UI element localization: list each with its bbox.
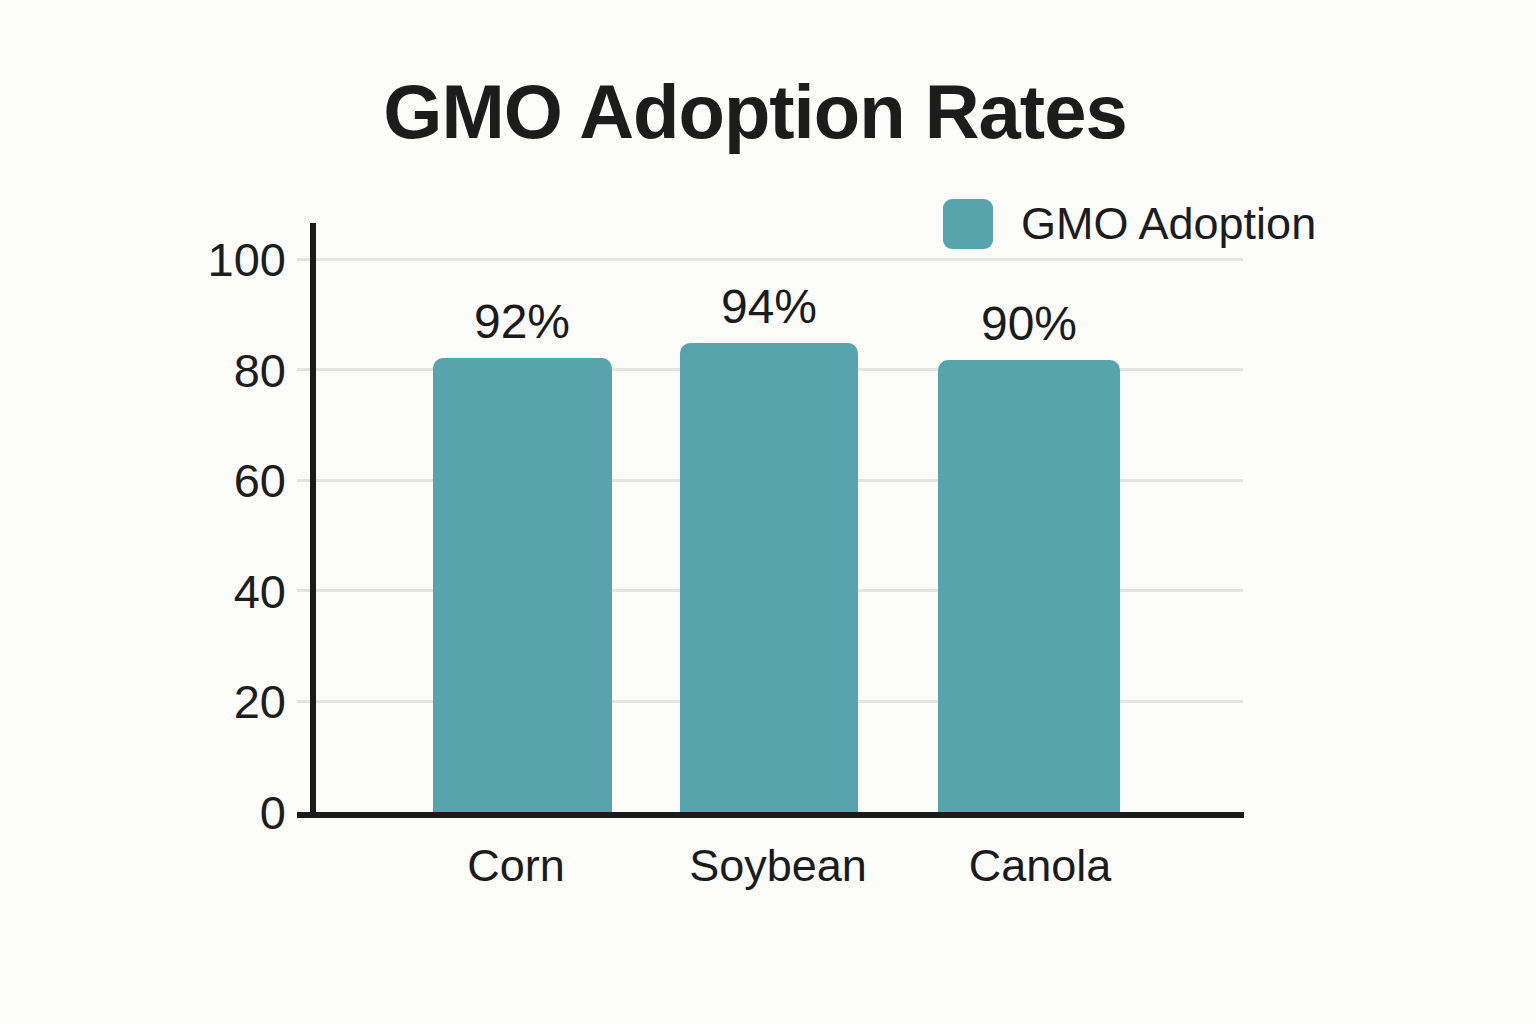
chart-canvas: GMO Adoption Rates GMO Adoption 02040608… — [0, 0, 1536, 1024]
y-tick-label: 0 — [0, 785, 286, 840]
bar-value-label: 94% — [721, 279, 817, 334]
y-tick-label: 20 — [0, 674, 286, 729]
plot-area: 0 20 40 60 80 100 92% 94% 90% Corn Soybean Canola — [0, 0, 1536, 1024]
gridline — [297, 258, 1243, 261]
y-tick-label: 40 — [0, 563, 286, 618]
y-tick-label: 80 — [0, 342, 286, 397]
bar-value-label: 92% — [474, 294, 570, 349]
bar-value-label: 90% — [981, 296, 1077, 351]
x-tick-label-soybean: Soybean — [689, 840, 867, 892]
x-tick-label-canola: Canola — [969, 840, 1112, 892]
bar-corn — [433, 358, 612, 812]
x-tick-label-corn: Corn — [467, 840, 565, 892]
y-tick-label: 60 — [0, 453, 286, 508]
bar-canola — [938, 360, 1120, 812]
x-axis-line — [297, 812, 1244, 818]
y-tick-label: 100 — [0, 232, 286, 287]
y-axis-line — [310, 223, 316, 818]
bar-soybean — [680, 343, 858, 812]
